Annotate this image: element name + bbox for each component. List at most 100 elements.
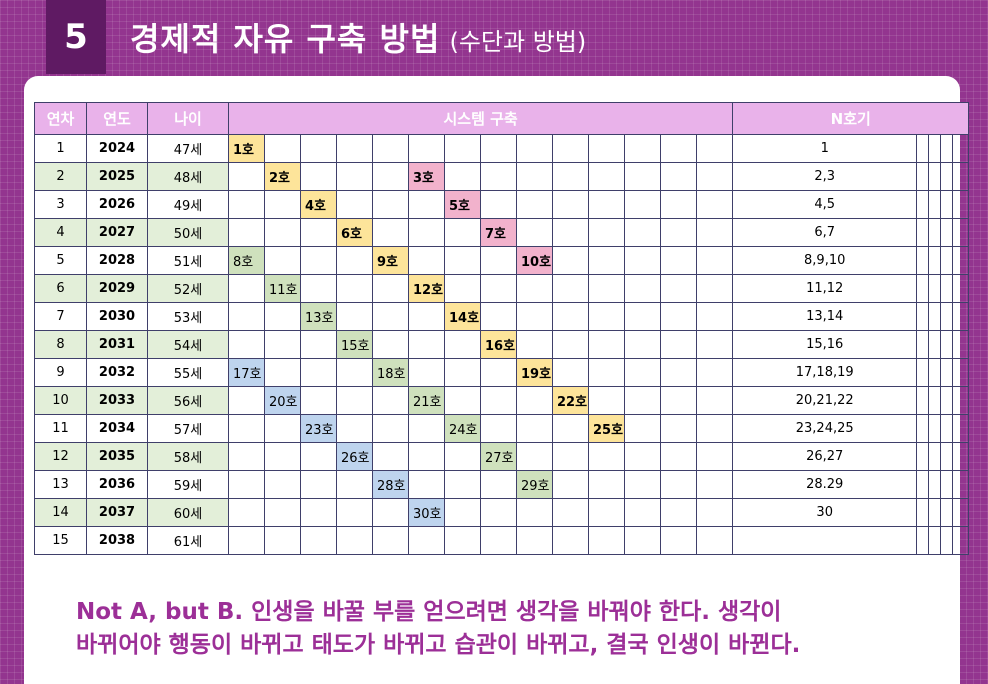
system-unit-cell: 10호	[516, 246, 553, 275]
system-empty-cell	[480, 526, 517, 555]
system-empty-cell	[552, 218, 589, 247]
extra-empty-cell	[940, 274, 954, 303]
system-empty-cell	[624, 190, 661, 219]
system-empty-cell	[516, 302, 553, 331]
extra-empty-cell	[916, 498, 930, 527]
system-empty-cell	[264, 526, 301, 555]
system-empty-cell	[624, 442, 661, 471]
system-unit-cell: 30호	[408, 498, 445, 527]
system-empty-cell	[552, 470, 589, 499]
system-empty-cell	[660, 470, 697, 499]
row-year: 2027	[86, 218, 148, 247]
extra-empty-cell	[952, 302, 970, 331]
system-empty-cell	[695, 162, 734, 191]
system-empty-cell	[408, 302, 445, 331]
extra-empty-cell	[916, 162, 930, 191]
table-row: 12 2035 58세 26호 27호 26,27	[34, 442, 970, 471]
system-empty-cell	[516, 134, 553, 163]
row-year: 2038	[86, 526, 148, 555]
title-main: 경제적 자유 구축 방법	[130, 20, 441, 58]
system-empty-cell	[336, 358, 373, 387]
system-unit-cell: 8호	[228, 246, 265, 275]
system-empty-cell	[372, 526, 409, 555]
system-empty-cell	[408, 414, 445, 443]
system-empty-cell	[300, 274, 337, 303]
row-age: 57세	[147, 414, 229, 443]
row-unit-list: 28.29	[732, 470, 918, 499]
extra-empty-cell	[916, 246, 930, 275]
row-year-index: 11	[34, 414, 87, 443]
system-empty-cell	[624, 134, 661, 163]
extra-empty-cell	[952, 498, 970, 527]
extra-empty-cell	[928, 498, 942, 527]
system-empty-cell	[588, 302, 625, 331]
system-empty-cell	[660, 386, 697, 415]
system-empty-cell	[300, 162, 337, 191]
system-empty-cell	[660, 162, 697, 191]
system-empty-cell	[300, 498, 337, 527]
extra-empty-cell	[928, 526, 942, 555]
system-empty-cell	[695, 274, 734, 303]
system-empty-cell	[552, 190, 589, 219]
system-empty-cell	[228, 470, 265, 499]
extra-empty-cell	[940, 218, 954, 247]
system-empty-cell	[300, 246, 337, 275]
system-unit-cell: 6호	[336, 218, 373, 247]
system-empty-cell	[336, 302, 373, 331]
row-age: 54세	[147, 330, 229, 359]
system-empty-cell	[336, 414, 373, 443]
extra-empty-cell	[928, 190, 942, 219]
row-age: 49세	[147, 190, 229, 219]
system-empty-cell	[408, 358, 445, 387]
table-row: 6 2029 52세 11호 12호 11,12	[34, 274, 970, 303]
row-unit-list: 30	[732, 498, 918, 527]
system-empty-cell	[516, 274, 553, 303]
system-empty-cell	[624, 358, 661, 387]
system-empty-cell	[372, 190, 409, 219]
row-year-index: 15	[34, 526, 87, 555]
extra-empty-cell	[952, 218, 970, 247]
system-empty-cell	[588, 246, 625, 275]
row-age: 50세	[147, 218, 229, 247]
system-empty-cell	[588, 162, 625, 191]
system-empty-cell	[588, 498, 625, 527]
system-empty-cell	[372, 302, 409, 331]
system-empty-cell	[444, 358, 481, 387]
extra-empty-cell	[940, 414, 954, 443]
system-empty-cell	[444, 162, 481, 191]
system-empty-cell	[372, 442, 409, 471]
extra-empty-cell	[952, 190, 970, 219]
system-empty-cell	[516, 190, 553, 219]
extra-empty-cell	[940, 302, 954, 331]
row-year: 2031	[86, 330, 148, 359]
system-empty-cell	[300, 526, 337, 555]
table-row: 4 2027 50세 6호 7호 6,7	[34, 218, 970, 247]
row-year-index: 3	[34, 190, 87, 219]
system-empty-cell	[264, 302, 301, 331]
row-age: 53세	[147, 302, 229, 331]
system-empty-cell	[660, 274, 697, 303]
system-empty-cell	[695, 414, 734, 443]
system-empty-cell	[444, 526, 481, 555]
table-row: 15 2038 61세	[34, 526, 970, 555]
system-empty-cell	[300, 134, 337, 163]
header-year: 연도	[86, 102, 148, 135]
system-unit-cell: 20호	[264, 386, 301, 415]
system-empty-cell	[264, 414, 301, 443]
extra-empty-cell	[940, 330, 954, 359]
extra-empty-cell	[916, 386, 930, 415]
system-unit-cell: 4호	[300, 190, 337, 219]
row-unit-list: 20,21,22	[732, 386, 918, 415]
system-empty-cell	[480, 190, 517, 219]
row-year-index: 1	[34, 134, 87, 163]
table-row: 14 2037 60세 30호 30	[34, 498, 970, 527]
system-empty-cell	[516, 526, 553, 555]
extra-empty-cell	[940, 162, 954, 191]
system-empty-cell	[372, 330, 409, 359]
row-age: 59세	[147, 470, 229, 499]
system-empty-cell	[228, 302, 265, 331]
system-empty-cell	[480, 414, 517, 443]
quote-line-1: Not A, but B. 인생을 바꿀 부를 얻으려면 생각을 바꿔야 한다.…	[76, 599, 782, 625]
table-row: 3 2026 49세 4호 5호 4,5	[34, 190, 970, 219]
extra-empty-cell	[928, 358, 942, 387]
